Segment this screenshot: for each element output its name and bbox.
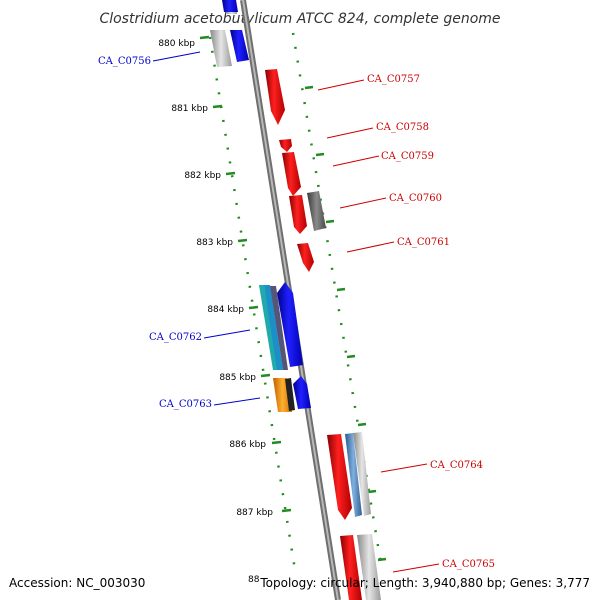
tick-label: 886 kbp: [229, 440, 266, 450]
accession-text: Accession: NC_003030: [9, 576, 145, 590]
tick-marks: [199, 35, 292, 513]
tick-label: 884 kbp: [207, 305, 244, 315]
forward-strand-features: [265, 69, 381, 600]
gene-label[interactable]: CA_C0757: [367, 74, 420, 85]
tick-label: 885 kbp: [219, 373, 256, 383]
gene-feature[interactable]: [285, 378, 295, 411]
gene-feature[interactable]: [293, 376, 311, 409]
gene-feature[interactable]: [297, 243, 314, 272]
gene-feature[interactable]: [270, 286, 288, 370]
tick-label: 883 kbp: [196, 238, 233, 248]
map-title: Clostridium acetobutylicum ATCC 824, com…: [99, 11, 500, 27]
gene-feature[interactable]: [327, 434, 352, 520]
gene-feature[interactable]: [210, 30, 232, 67]
gene-feature[interactable]: [264, 285, 283, 370]
gene-feature[interactable]: [353, 432, 371, 516]
topology-text: Topology: circular; Length: 3,940,880 bp…: [259, 576, 590, 590]
gene-label[interactable]: CA_C0763: [159, 399, 212, 410]
gene-feature[interactable]: [357, 534, 381, 600]
gene-feature[interactable]: [340, 535, 362, 600]
gene-feature[interactable]: [345, 433, 362, 517]
gene-feature[interactable]: [259, 285, 278, 370]
gene-feature[interactable]: [282, 152, 301, 196]
gene-feature[interactable]: [307, 191, 326, 231]
inner-dotted-ring: [208, 36, 297, 571]
gene-feature[interactable]: [230, 30, 249, 62]
label-connectors: [152, 51, 440, 573]
tick-label: 880 kbp: [158, 39, 195, 49]
reverse-strand-features: [210, 0, 311, 412]
outer-tick-marks: [304, 85, 387, 562]
tick-label: 887 kbp: [236, 508, 273, 518]
gene-label[interactable]: CA_C0762: [149, 332, 202, 343]
gene-label[interactable]: CA_C0759: [381, 151, 434, 162]
gene-label[interactable]: CA_C0760: [389, 193, 442, 204]
tick-label: 882 kbp: [184, 171, 221, 181]
gene-label[interactable]: CA_C0765: [442, 559, 495, 570]
gene-label[interactable]: CA_C0761: [397, 237, 450, 248]
gene-feature[interactable]: [277, 282, 303, 367]
tick-label: 881 kbp: [171, 104, 208, 114]
partial-tick-label: 88: [248, 575, 260, 585]
gene-label[interactable]: CA_C0764: [430, 460, 483, 471]
gene-feature[interactable]: [279, 139, 292, 152]
gene-label[interactable]: CA_C0758: [376, 122, 429, 133]
gene-label[interactable]: CA_C0756: [98, 56, 151, 67]
gene-feature[interactable]: [265, 69, 285, 125]
gene-feature[interactable]: [222, 0, 238, 12]
gene-feature[interactable]: [289, 195, 307, 234]
